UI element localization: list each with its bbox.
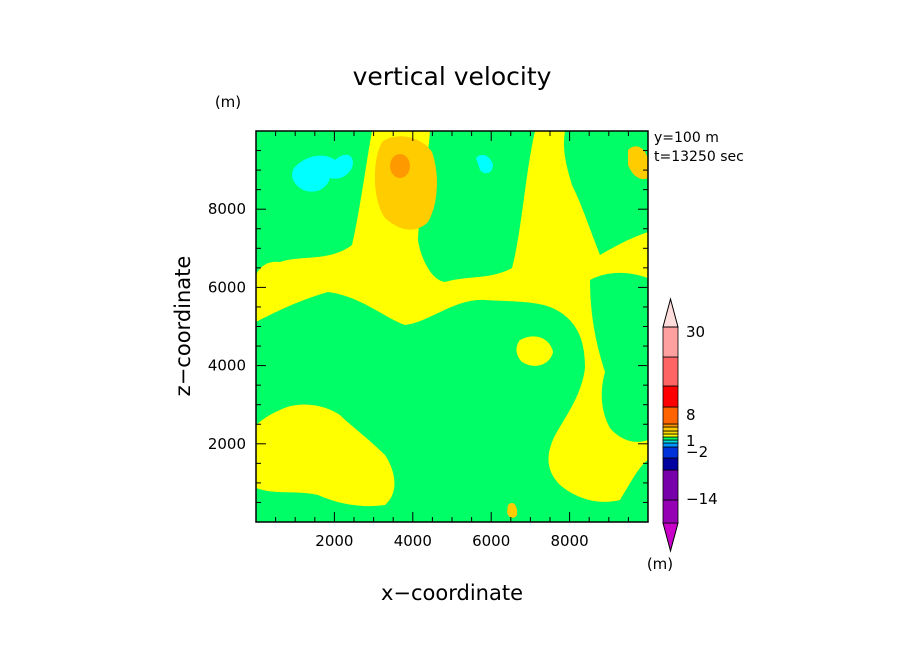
y-axis-label: z−coordinate bbox=[171, 256, 195, 397]
colorbar-segment bbox=[662, 385, 679, 408]
field-downdraft bbox=[292, 154, 493, 192]
x-axis-ticks: 2000 4000 6000 8000 bbox=[275, 131, 629, 550]
y-axis-ticks: 2000 4000 6000 8000 bbox=[208, 150, 648, 503]
x-tick-label: 2000 bbox=[315, 532, 353, 550]
colorbar-segment bbox=[662, 326, 679, 358]
colorbar-segment bbox=[662, 499, 679, 524]
colorbar-segment bbox=[662, 406, 679, 425]
colorbar-segment bbox=[662, 436, 679, 441]
x-tick-label: 8000 bbox=[551, 532, 589, 550]
y-tick-label: 2000 bbox=[208, 435, 246, 453]
colorbar-segment bbox=[662, 426, 679, 432]
field-positive-regions bbox=[296, 261, 553, 481]
colorbar-label: 1 bbox=[686, 432, 696, 450]
colorbar-label: −2 bbox=[686, 443, 708, 461]
colorbar-segment bbox=[662, 356, 679, 387]
colorbar-segment bbox=[662, 469, 679, 501]
annotation-time: t=13250 sec bbox=[654, 149, 744, 165]
velocity-field bbox=[256, 131, 648, 522]
colorbar-label: −14 bbox=[686, 490, 718, 508]
colorbar-segment bbox=[662, 439, 679, 444]
colorbar-segment bbox=[662, 423, 679, 428]
colorbar-label: 8 bbox=[686, 406, 696, 424]
colorbar-segment bbox=[662, 446, 679, 459]
y-tick-label: 6000 bbox=[208, 278, 246, 296]
colorbar-segment bbox=[662, 433, 679, 438]
colorbar-label: 30 bbox=[686, 323, 705, 341]
field-stronger-updraft bbox=[374, 136, 648, 518]
colorbar-segment bbox=[662, 457, 679, 471]
field-strong-updraft bbox=[390, 154, 410, 178]
x-axis-label: x−coordinate bbox=[381, 581, 523, 605]
chart-title: vertical velocity bbox=[353, 62, 552, 91]
colorbar-top-triangle bbox=[662, 297, 679, 328]
colorbar-labels: 30 8 1−2 −14 bbox=[686, 323, 718, 508]
annotation-y: y=100 m bbox=[654, 130, 719, 146]
colorbar bbox=[662, 297, 679, 553]
x-tick-label: 4000 bbox=[394, 532, 432, 550]
colorbar-bottom-triangle bbox=[662, 522, 679, 553]
colorbar-unit-label: (m) bbox=[647, 555, 673, 573]
y-unit-label: (m) bbox=[215, 93, 241, 111]
y-tick-label: 8000 bbox=[208, 200, 246, 218]
colorbar-segment bbox=[662, 430, 679, 435]
colorbar-segment bbox=[662, 442, 679, 448]
y-tick-label: 4000 bbox=[208, 357, 246, 375]
x-tick-label: 6000 bbox=[472, 532, 510, 550]
